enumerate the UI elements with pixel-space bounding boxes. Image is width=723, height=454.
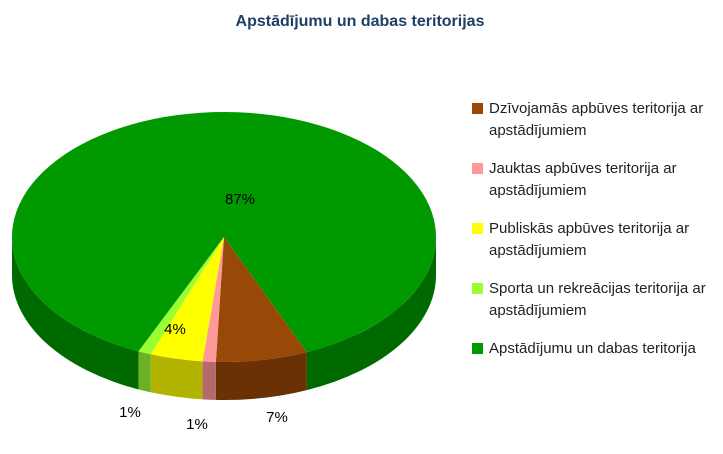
legend-item: Dzīvojamās apbūves teritorija ar apstādī… — [472, 98, 722, 142]
slice-side — [150, 354, 203, 400]
slice — [11, 112, 436, 353]
legend-label: Jauktas apbūves teritorija ar apstādījum… — [489, 160, 677, 199]
side-shade — [215, 352, 307, 400]
side-shade — [150, 354, 203, 400]
legend-swatch — [472, 283, 483, 294]
legend-label: Dzīvojamās apbūves teritorija ar apstādī… — [489, 100, 704, 139]
legend-label: Publiskās apbūves teritorija ar apstādīj… — [489, 220, 690, 259]
slice-side — [138, 351, 151, 393]
slice-side — [12, 237, 139, 390]
side-shade — [138, 351, 151, 393]
slice-side — [215, 352, 307, 400]
slice — [150, 237, 224, 362]
legend-item: Apstādījumu un dabas teritorija — [472, 338, 722, 360]
legend-swatch — [472, 163, 483, 174]
legend-label: Sporta un rekreācijas teritorija ar apst… — [489, 280, 706, 319]
slice-side — [306, 237, 436, 391]
slice — [215, 237, 307, 362]
data-label: 1% — [186, 416, 208, 433]
side-shade — [12, 237, 139, 390]
legend-swatch — [472, 223, 483, 234]
legend-label: Apstādījumu un dabas teritorija — [489, 340, 696, 357]
data-label: 7% — [266, 409, 288, 426]
slice — [138, 237, 224, 355]
legend-item: Publiskās apbūves teritorija ar apstādīj… — [472, 218, 722, 262]
data-label: 1% — [119, 404, 141, 421]
data-label: 4% — [164, 321, 186, 338]
slice-side — [202, 361, 216, 400]
legend-swatch — [472, 343, 483, 354]
legend-item: Sporta un rekreācijas teritorija ar apst… — [472, 278, 722, 322]
slice — [202, 237, 224, 362]
data-label: 87% — [225, 191, 255, 208]
side-shade — [202, 361, 216, 400]
chart-title: Apstādījumu un dabas teritorijas — [236, 13, 485, 30]
side-shade — [306, 237, 436, 391]
legend-swatch — [472, 103, 483, 114]
legend-item: Jauktas apbūves teritorija ar apstādījum… — [472, 158, 722, 202]
